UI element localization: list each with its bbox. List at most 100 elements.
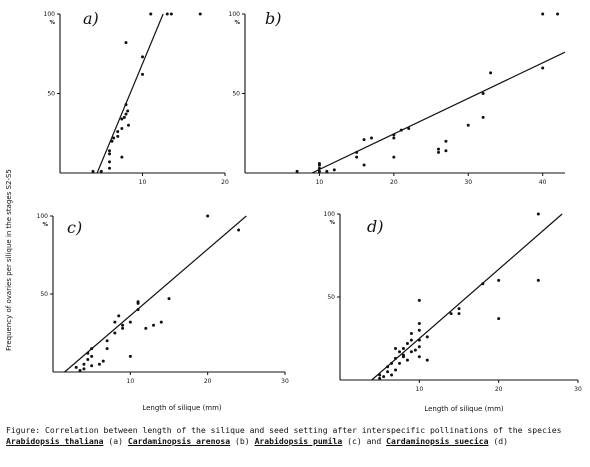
data-point-d xyxy=(405,358,409,362)
data-point-d xyxy=(382,375,386,379)
data-point-c xyxy=(128,354,132,358)
data-point-b xyxy=(317,161,321,165)
data-point-b xyxy=(481,115,485,119)
caption-panel-d-ref: (d) xyxy=(488,436,508,446)
data-point-a xyxy=(112,136,116,140)
data-point-d xyxy=(390,361,394,365)
panel-d: 50 100% 10 20 30 d) xyxy=(324,211,582,393)
data-point-a xyxy=(116,130,120,134)
data-point-a xyxy=(116,134,120,138)
y-tick-label-d: 100 xyxy=(324,211,336,218)
data-point-b xyxy=(355,155,359,159)
data-point-c xyxy=(74,365,78,369)
data-point-b xyxy=(392,155,396,159)
data-point-d xyxy=(398,350,401,354)
panel-label-d: d) xyxy=(367,217,383,236)
data-point-c xyxy=(113,320,117,324)
data-point-d xyxy=(425,335,429,339)
data-point-a xyxy=(122,115,126,119)
data-point-b xyxy=(332,168,336,172)
data-point-d xyxy=(413,348,417,352)
x-tick-label-c: 30 xyxy=(281,378,289,385)
data-point-b xyxy=(444,139,448,143)
y-tick-label-d: 50 xyxy=(327,294,335,301)
y-tick-label-b: 50 xyxy=(232,91,240,98)
data-point-b xyxy=(317,169,321,173)
x-tick-label-d: 30 xyxy=(574,386,582,393)
data-point-b xyxy=(392,136,396,140)
data-point-b xyxy=(556,12,560,16)
data-point-c xyxy=(82,362,86,366)
data-point-c xyxy=(113,331,117,335)
data-point-b xyxy=(541,12,545,16)
y-tick-label-a: 100 xyxy=(44,11,56,18)
data-point-d xyxy=(417,322,421,326)
data-point-d xyxy=(497,317,501,321)
data-point-c xyxy=(97,362,101,366)
data-point-c xyxy=(101,359,105,363)
data-point-d xyxy=(417,298,421,302)
caption-panel-c-ref: (c) and xyxy=(342,436,387,446)
data-point-a xyxy=(124,103,128,107)
regression-line-d xyxy=(371,213,563,381)
y-tick-label-b: 100 xyxy=(229,11,241,18)
data-point-b xyxy=(541,66,545,70)
data-point-d xyxy=(457,312,461,316)
data-point-c xyxy=(237,228,241,232)
y-unit-c: % xyxy=(42,222,48,228)
data-point-b xyxy=(362,163,366,167)
data-point-a xyxy=(110,139,114,143)
data-point-d xyxy=(386,365,390,369)
data-point-c xyxy=(128,320,132,324)
x-tick-label-a: 10 xyxy=(139,179,147,186)
data-point-c xyxy=(86,358,90,362)
data-point-c xyxy=(105,339,109,343)
y-tick-label-c: 50 xyxy=(40,291,48,298)
y-tick-label-a: 50 xyxy=(47,91,55,98)
data-point-a xyxy=(108,160,111,164)
species-cardaminopsis-suecica: Cardaminopsis suecica xyxy=(386,436,489,446)
caption-lead: Figure: Correlation between length of th… xyxy=(6,425,567,435)
data-point-d xyxy=(398,361,401,365)
panel-label-c: c) xyxy=(67,218,82,237)
data-point-c xyxy=(86,351,90,355)
data-point-a xyxy=(120,126,124,130)
data-point-b xyxy=(489,71,493,75)
x-tick-label-b: 30 xyxy=(464,179,472,186)
data-point-d xyxy=(536,212,540,216)
panel-a: 50 100% 10 20 a) xyxy=(44,9,229,186)
data-point-a xyxy=(124,41,128,45)
regression-line-c xyxy=(64,215,247,373)
data-point-b xyxy=(436,150,440,154)
species-arabidopsis-pumila: Arabidopsis pumila xyxy=(254,436,343,446)
data-point-b xyxy=(436,147,440,151)
x-tick-label-c: 20 xyxy=(204,378,212,385)
data-point-a xyxy=(141,72,144,76)
y-unit-a: % xyxy=(49,20,55,26)
y-unit-b: % xyxy=(234,20,240,26)
data-point-b xyxy=(444,149,448,153)
data-point-b xyxy=(317,166,321,170)
data-point-a xyxy=(108,166,111,170)
data-point-d xyxy=(481,282,485,286)
data-point-d xyxy=(497,278,501,282)
data-point-c xyxy=(90,364,94,368)
data-point-b xyxy=(355,150,359,154)
data-point-a xyxy=(108,152,111,156)
data-point-b xyxy=(481,92,485,95)
data-point-c xyxy=(136,300,140,304)
y-unit-d: % xyxy=(329,220,335,226)
data-point-d xyxy=(378,373,382,377)
data-point-d xyxy=(425,358,429,362)
data-point-d xyxy=(449,312,453,316)
data-point-a xyxy=(198,12,202,16)
data-point-b xyxy=(392,133,396,137)
data-point-b xyxy=(399,128,403,132)
regression-line-a xyxy=(96,13,164,174)
data-point-c xyxy=(152,323,156,327)
data-point-d xyxy=(417,338,421,342)
panel-label-a: a) xyxy=(83,9,99,28)
data-point-c xyxy=(167,297,171,301)
data-point-d xyxy=(417,345,421,349)
species-arabidopsis-thaliana: Arabidopsis thaliana xyxy=(6,436,104,446)
